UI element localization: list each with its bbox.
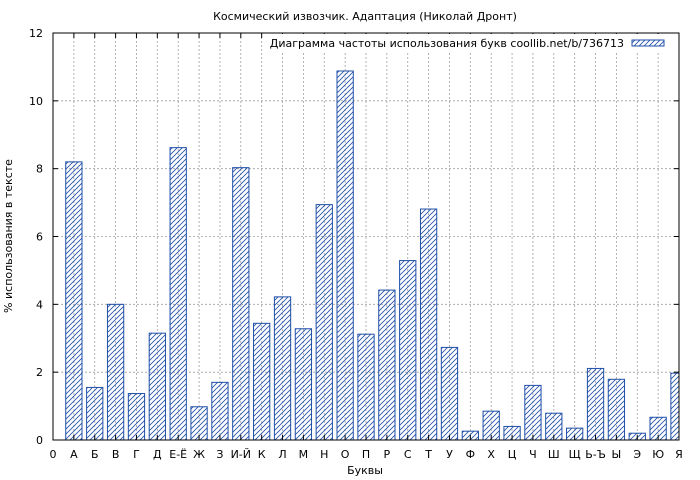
legend: Диаграмма частоты использования букв coo… bbox=[270, 34, 672, 52]
bar-К bbox=[253, 322, 271, 441]
x-tick-label: Я bbox=[675, 448, 683, 461]
x-axis-label: Буквы bbox=[347, 464, 383, 477]
bar-Ы bbox=[607, 378, 626, 441]
x-tick-label: Ф bbox=[466, 448, 475, 461]
legend-swatch bbox=[631, 39, 665, 47]
x-tick-label: Ш bbox=[548, 448, 560, 461]
bar-Ь-Ъ bbox=[586, 367, 605, 441]
y-axis-label: % использования в тексте bbox=[2, 159, 15, 313]
bar-Е-Ё bbox=[169, 147, 187, 441]
legend-background bbox=[276, 34, 672, 52]
x-tick-label: Е-Ё bbox=[169, 448, 187, 461]
x-tick-label: У bbox=[446, 448, 453, 461]
x-tick-label: И-Й bbox=[231, 448, 251, 461]
x-tick-label: Д bbox=[153, 448, 162, 461]
y-tick-label: 6 bbox=[36, 231, 43, 244]
bar-Б bbox=[86, 386, 104, 441]
x-tick-label: Н bbox=[320, 448, 328, 461]
x-tick-label: Т bbox=[424, 448, 432, 461]
bar-И-Й bbox=[232, 167, 250, 441]
y-tick-label: 8 bbox=[36, 163, 43, 176]
bar-Р bbox=[378, 289, 396, 441]
x-tick-label: Х bbox=[487, 448, 495, 461]
x-tick-label: Ч bbox=[529, 448, 537, 461]
x-tick-label: О bbox=[341, 448, 350, 461]
bar-С bbox=[399, 260, 417, 441]
bar-П bbox=[357, 333, 375, 441]
bar-Т bbox=[419, 208, 438, 441]
bar-М bbox=[294, 328, 313, 441]
bar-З bbox=[211, 381, 229, 441]
x-tick-label: В bbox=[112, 448, 120, 461]
x-tick-label: З bbox=[216, 448, 223, 461]
bar-О bbox=[336, 70, 354, 441]
x-tick-label: Ы bbox=[612, 448, 622, 461]
bar-У bbox=[440, 346, 459, 441]
bar-А bbox=[65, 161, 83, 441]
legend-label: Диаграмма частоты использования букв coo… bbox=[270, 37, 624, 50]
y-tick-label: 2 bbox=[36, 366, 43, 379]
x-tick-label: Б bbox=[91, 448, 99, 461]
x-tick-label: Ь-Ъ bbox=[585, 448, 606, 461]
bar-Я bbox=[670, 372, 680, 441]
bar-Ч bbox=[524, 384, 542, 441]
bar-В bbox=[106, 303, 125, 441]
x-tick-label: Ж bbox=[193, 448, 205, 461]
bar-Н bbox=[315, 204, 333, 441]
x-tick-label: Р bbox=[384, 448, 391, 461]
chart-title: Космический извозчик. Адаптация (Николай… bbox=[213, 10, 517, 23]
x-tick-label: П bbox=[362, 448, 370, 461]
x-tick-label: Л bbox=[278, 448, 286, 461]
x-tick-label-start: 0 bbox=[50, 448, 57, 461]
x-tick-label: Г bbox=[133, 448, 140, 461]
x-tick-label: М bbox=[299, 448, 309, 461]
y-tick-label: 12 bbox=[29, 27, 43, 40]
x-tick-label: Ю bbox=[652, 448, 664, 461]
y-tick-label: 0 bbox=[36, 434, 43, 447]
x-tick-label: Ц bbox=[508, 448, 517, 461]
bar-Л bbox=[273, 296, 292, 441]
y-tick-label: 4 bbox=[36, 298, 43, 311]
x-tick-label: А bbox=[70, 448, 78, 461]
bar-Г bbox=[127, 393, 146, 441]
x-tick-label: С bbox=[404, 448, 412, 461]
bar-Д bbox=[148, 332, 166, 441]
x-tick-label: Щ bbox=[569, 448, 581, 461]
x-tick-label: Э bbox=[633, 448, 641, 461]
x-tick-label: К bbox=[258, 448, 266, 461]
y-tick-label: 10 bbox=[29, 95, 43, 108]
